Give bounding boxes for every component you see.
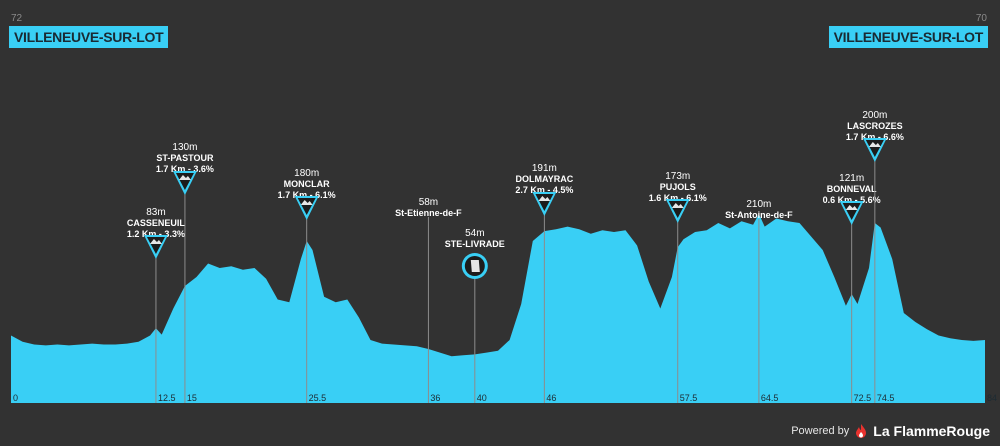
finish-city-badge: VILLENEUVE-SUR-LOT xyxy=(828,26,988,48)
climb-icon-inner xyxy=(175,173,194,190)
mountain-icon xyxy=(300,200,313,205)
x-tick-label: 64.5 xyxy=(761,393,779,403)
point-detail: 2.7 Km - 4.5% xyxy=(515,185,573,195)
point-altitude: 121m xyxy=(839,173,864,184)
x-tick-label: 72.5 xyxy=(854,393,872,403)
finish-altitude: 70 xyxy=(975,13,987,24)
x-tick-label: 25.5 xyxy=(309,393,327,403)
point-name: ST-PASTOUR xyxy=(156,153,214,163)
point-name: STE-LIVRADE xyxy=(445,239,505,249)
x-tick-label: 15 xyxy=(187,393,197,403)
point-altitude: 130m xyxy=(172,142,197,153)
climb-icon xyxy=(143,235,168,259)
climb-icon xyxy=(839,201,864,225)
brand-name: La FlammeRouge xyxy=(873,423,990,439)
x-tick-label: 57.5 xyxy=(680,393,698,403)
x-tick-label: 46 xyxy=(546,393,556,403)
mountain-icon xyxy=(671,203,684,208)
flame-logo-icon xyxy=(856,424,867,438)
start-city-badge: VILLENEUVE-SUR-LOT xyxy=(9,26,169,48)
point-detail: 1.7 Km - 6.1% xyxy=(278,190,336,200)
point-detail: 1.7 Km - 3.6% xyxy=(156,164,214,174)
climb-icon-inner xyxy=(297,198,316,215)
climb-icon xyxy=(532,192,557,216)
climb-icon-inner xyxy=(842,203,861,220)
start-altitude: 72 xyxy=(11,13,23,24)
point-name: St-Antoine-de-F xyxy=(725,210,793,220)
climb-icon-inner xyxy=(865,140,884,157)
point-name: MONCLAR xyxy=(284,179,330,189)
point-altitude: 54m xyxy=(465,228,484,239)
climb-icon-inner xyxy=(535,194,554,211)
mountain-icon xyxy=(178,175,191,180)
point-altitude: 210m xyxy=(746,199,771,210)
powered-by-label: Powered by xyxy=(791,425,850,437)
point-detail: 1.7 Km - 6.6% xyxy=(846,132,904,142)
climb-icon xyxy=(294,196,319,220)
mountain-icon xyxy=(538,196,551,201)
climb-icon xyxy=(172,171,197,195)
mountain-icon xyxy=(845,205,858,210)
sprint-icon xyxy=(461,253,488,279)
point-detail: 1.2 Km - 3.3% xyxy=(127,229,185,239)
climb-icon xyxy=(665,199,690,223)
x-tick-label: 36 xyxy=(430,393,440,403)
mountain-icon xyxy=(868,142,881,147)
point-detail: 0.6 Km - 5.6% xyxy=(823,195,881,205)
point-name: PUJOLS xyxy=(660,182,696,192)
climb-icon-inner xyxy=(668,201,687,218)
point-name: St-Etienne-de-F xyxy=(395,208,462,218)
stopwatch-icon xyxy=(470,260,480,272)
point-name: BONNEVAL xyxy=(827,184,877,194)
profile-area xyxy=(11,214,985,403)
x-tick-label: 12.5 xyxy=(158,393,176,403)
x-tick-label: 74.5 xyxy=(877,393,895,403)
x-tick-label: 84 xyxy=(987,393,997,403)
point-altitude: 200m xyxy=(862,110,887,121)
point-altitude: 173m xyxy=(665,171,690,182)
footer: Powered by La FlammeRouge xyxy=(791,423,990,439)
x-tick-label: 40 xyxy=(477,393,487,403)
climb-icon xyxy=(862,138,887,162)
x-tick-label: 0 xyxy=(13,393,18,403)
point-altitude: 58m xyxy=(419,197,438,208)
point-name: LASCROZES xyxy=(847,121,903,131)
climb-icon-inner xyxy=(146,237,165,254)
point-altitude: 191m xyxy=(532,163,557,174)
point-name: CASSENEUIL xyxy=(127,218,186,228)
point-name: DOLMAYRAC xyxy=(516,174,574,184)
point-altitude: 83m xyxy=(146,207,165,218)
mountain-icon xyxy=(149,239,162,244)
point-altitude: 180m xyxy=(294,168,319,179)
point-detail: 1.6 Km - 6.1% xyxy=(649,193,707,203)
